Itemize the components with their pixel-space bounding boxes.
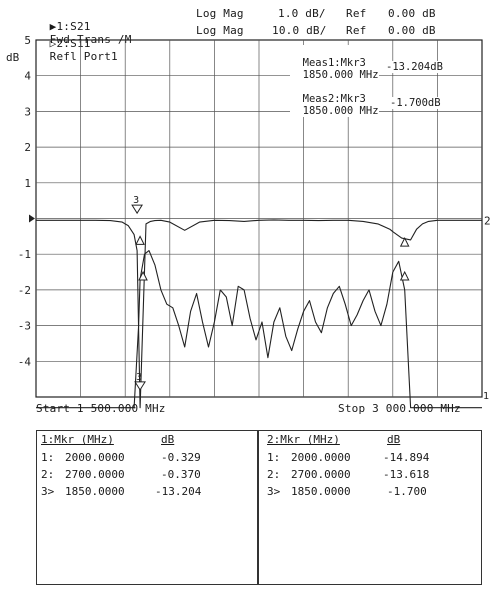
marker-freq: 1850.0000 (291, 485, 351, 498)
marker-value: -1.700 (387, 485, 427, 498)
marker-value: -0.329 (161, 451, 201, 464)
trace2-ref-value: 0.00 dB (388, 24, 436, 37)
meas1-value: -13.204dB (386, 61, 443, 73)
table2-header-label: 2:Mkr (MHz) (267, 433, 340, 446)
marker-value: -0.370 (161, 468, 201, 481)
meas1-label: Meas1:Mkr3 (302, 57, 366, 69)
marker-id: 2: (41, 468, 55, 481)
y-tick-label: 5 (24, 34, 31, 47)
marker-triangle-icon (399, 237, 410, 247)
y-tick-label: 1 (24, 177, 31, 190)
table1-header-label: 1:Mkr (MHz) (41, 433, 114, 446)
table-row: 3> 1850.0000 -1.700 (259, 485, 481, 501)
start-frequency: Start 1 500.000 MHz (36, 402, 166, 415)
marker-label: 3 (136, 372, 142, 383)
meas2-box: Meas2:Mkr3 1850.000 MHz (290, 81, 379, 117)
y-tick-label: -4 (18, 355, 32, 368)
trace2-scale: 10.0 dB/ (272, 24, 327, 37)
table2-header: 2:Mkr (MHz) dB (259, 433, 481, 449)
table1-header: 1:Mkr (MHz) dB (37, 433, 257, 449)
table-row: 3> 1850.0000 -13.204 (37, 485, 257, 501)
trace2-format: Log Mag (196, 24, 244, 37)
trace2-ref-label: Ref (346, 24, 367, 37)
y-tick-label: -1 (18, 248, 31, 261)
trace2-name: Refl Port1 (49, 50, 118, 63)
marker-triangle-icon (399, 270, 410, 281)
meas2-label: Meas2:Mkr3 (302, 93, 366, 105)
marker-table-2: 2:Mkr (MHz) dB 1: 2000.0000 -14.894 2: 2… (258, 430, 482, 585)
marker-id: 3> (267, 485, 281, 498)
marker-table-1: 1:Mkr (MHz) dB 1: 2000.0000 -0.329 2: 27… (36, 430, 258, 585)
marker-triangle-icon (138, 270, 148, 281)
marker-id: 1: (267, 451, 281, 464)
marker-triangle-icon (134, 381, 146, 391)
series-line-s21 (36, 219, 482, 409)
y-tick-label: 3 (24, 105, 31, 118)
meas1-box: Meas1:Mkr3 1850.000 MHz (290, 45, 379, 81)
marker-id: 3> (41, 485, 55, 498)
marker-value: -13.618 (383, 468, 430, 481)
meas1-freq: 1850.000 MHz (302, 69, 379, 81)
table-row: 1: 2000.0000 -14.894 (259, 451, 481, 467)
trace1-scale: 1.0 dB/ (278, 7, 326, 20)
marker-freq: 2000.0000 (291, 451, 351, 464)
y-tick-label: -2 (18, 284, 31, 297)
table-row: 1: 2000.0000 -0.329 (37, 451, 257, 467)
y-tick-label: 4 (24, 70, 31, 83)
marker-label: 3 (133, 195, 139, 206)
stop-frequency: Stop 3 000.000 MHz (338, 402, 461, 415)
marker-freq: 1850.0000 (65, 485, 125, 498)
trace1-end-label: 1 (483, 391, 489, 402)
marker-value: -13.204 (155, 485, 202, 498)
reference-pointer-icon (29, 214, 35, 223)
table-row: 2: 2700.0000 -0.370 (37, 468, 257, 484)
marker-triangle-icon (131, 204, 143, 215)
trace1-format: Log Mag (196, 7, 244, 20)
marker-freq: 2000.0000 (65, 451, 125, 464)
meas2-value: -1.700dB (390, 97, 441, 109)
series-line-s11 (36, 250, 482, 409)
trace1-marker: ▶1:S21 (49, 20, 91, 33)
marker-value: -14.894 (383, 451, 430, 464)
table1-header-unit: dB (161, 433, 175, 446)
marker-id: 1: (41, 451, 55, 464)
table2-header-unit: dB (387, 433, 401, 446)
trace1-ref-value: 0.00 dB (388, 7, 436, 20)
y-axis-label: dB (6, 51, 20, 64)
marker-id: 2: (267, 468, 281, 481)
trace1-ref-label: Ref (346, 7, 367, 20)
y-tick-label: 2 (24, 141, 31, 154)
y-tick-label: -3 (18, 320, 31, 333)
meas2-freq: 1850.000 MHz (302, 105, 379, 117)
table-row: 2: 2700.0000 -13.618 (259, 468, 481, 484)
marker-triangle-icon (135, 235, 145, 245)
marker-freq: 2700.0000 (65, 468, 125, 481)
marker-freq: 2700.0000 (291, 468, 351, 481)
trace2-end-label: 2 (484, 214, 491, 227)
